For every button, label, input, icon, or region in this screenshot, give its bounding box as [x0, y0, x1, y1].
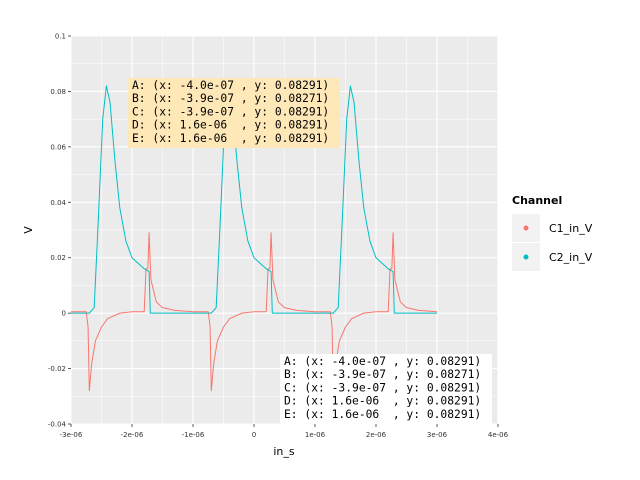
annotation-line: A: (x: -4.0e-07 , y: 0.08291)	[284, 355, 481, 368]
y-tick-label: 0.06	[50, 143, 66, 151]
x-axis-ticks: -3e-06 -2e-06 -1e-06 0 1e-06 2e-06 3e-06 4e-06	[60, 424, 509, 439]
annotation-background	[128, 78, 340, 148]
legend-label: C2_in_V	[549, 251, 593, 264]
x-tick-label: 4e-06	[488, 431, 509, 439]
y-axis-label: V	[22, 226, 35, 234]
y-tick-label: 0.08	[50, 88, 66, 96]
annotation-line: B: (x: -3.9e-07 , y: 0.08271)	[284, 368, 481, 381]
annotation-box-bottom: A: (x: -4.0e-07 , y: 0.08291)B: (x: -3.9…	[280, 354, 492, 424]
y-tick-label: 0.02	[50, 254, 66, 262]
annotation-line: E: (x: 1.6e-06 , y: 0.08291)	[284, 408, 481, 421]
annotation-line: D: (x: 1.6e-06 , y: 0.08291)	[132, 119, 329, 132]
y-tick-label: -0.02	[48, 365, 66, 373]
series-line-c1-in-v	[71, 232, 438, 392]
annotation-box-top: A: (x: -4.0e-07 , y: 0.08291)B: (x: -3.9…	[128, 78, 340, 148]
x-tick-label: -3e-06	[60, 431, 83, 439]
y-tick-label: -0.04	[48, 421, 67, 429]
legend-key-c1-in-v	[523, 225, 529, 231]
series-line-c2-in-v	[71, 85, 437, 314]
y-tick-label: 0.1	[55, 33, 66, 41]
annotation-line: D: (x: 1.6e-06 , y: 0.08291)	[284, 395, 481, 408]
x-tick-label: 0	[252, 431, 256, 439]
x-tick-label: 1e-06	[305, 431, 326, 439]
x-tick-label: 2e-06	[366, 431, 387, 439]
annotation-line: C: (x: -3.9e-07 , y: 0.08291)	[284, 381, 481, 394]
y-tick-label: 0	[62, 310, 66, 318]
legend: Channel C1_in_V C2_in_V	[512, 194, 593, 271]
annotation-line: C: (x: -3.9e-07 , y: 0.08291)	[132, 105, 329, 118]
legend-key-c2-in-v	[523, 254, 529, 260]
legend-label: C1_in_V	[549, 222, 593, 235]
y-tick-label: 0.04	[50, 199, 66, 207]
y-axis-ticks: -0.04 -0.02 0 0.02 0.04 0.06 0.08 0.1	[48, 33, 71, 429]
x-tick-label: -1e-06	[182, 431, 205, 439]
annotation-line: B: (x: -3.9e-07 , y: 0.08271)	[132, 92, 329, 105]
annotation-line: A: (x: -4.0e-07 , y: 0.08291)	[132, 79, 329, 92]
x-tick-label: -2e-06	[121, 431, 144, 439]
x-tick-label: 3e-06	[427, 431, 448, 439]
annotation-line: E: (x: 1.6e-06 , y: 0.08291)	[132, 132, 329, 145]
annotation-background	[280, 354, 492, 424]
legend-title: Channel	[512, 194, 562, 207]
x-axis-label: in_s	[273, 445, 295, 458]
series-layer	[71, 85, 438, 392]
